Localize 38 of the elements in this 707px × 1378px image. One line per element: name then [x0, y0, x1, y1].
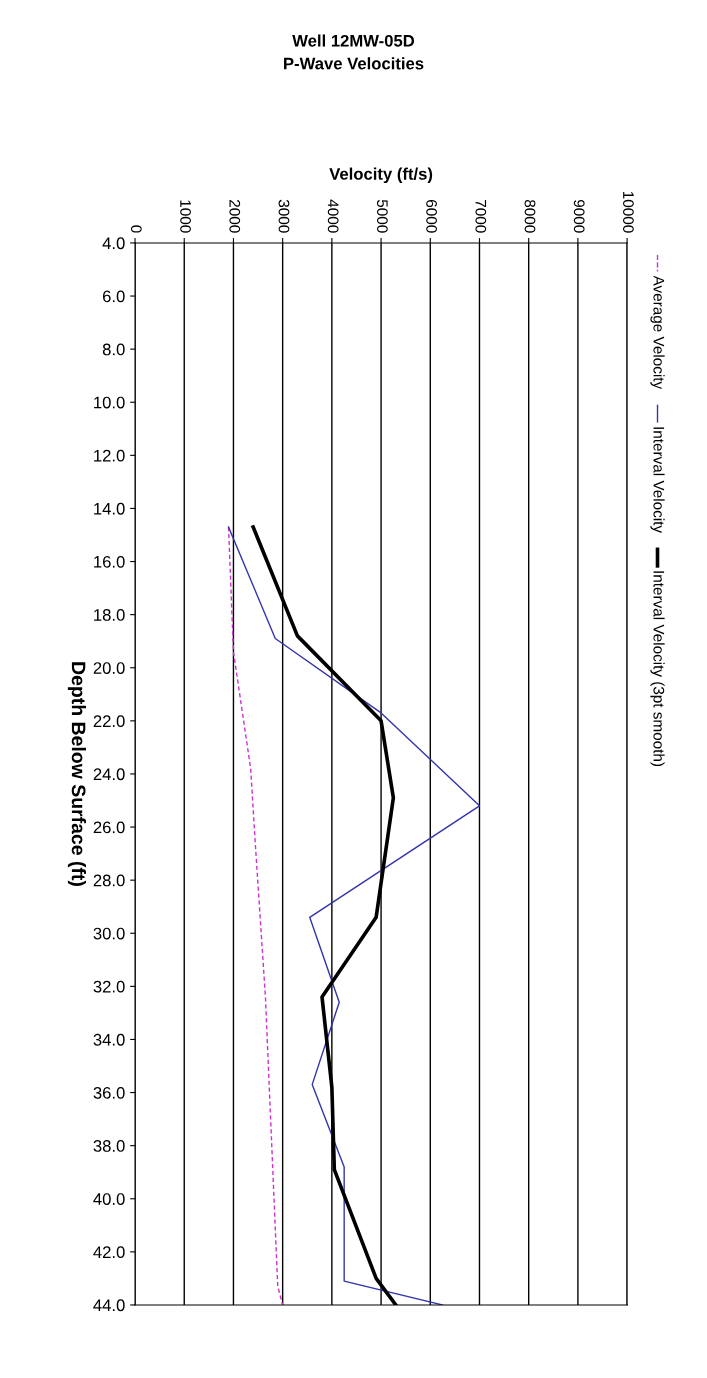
- legend-label: Average Velocity: [650, 275, 665, 390]
- x-axis-title: Velocity (ft/s): [329, 167, 433, 184]
- y-tick-label: 42.0: [93, 1246, 125, 1259]
- legend-label: Interval Velocity: [650, 427, 665, 534]
- y-tick-label: 6.0: [102, 290, 125, 303]
- y-tick-label: 28.0: [93, 874, 125, 887]
- y-tick-label: 38.0: [93, 1140, 125, 1152]
- y-tick-label: 26.0: [93, 821, 125, 834]
- x-tick-label: 0: [130, 225, 142, 233]
- x-tick-label: 4000: [327, 199, 339, 233]
- x-tick-label: 5000: [376, 199, 388, 233]
- y-tick-label: 12.0: [94, 449, 125, 462]
- y-tick-label: 40.0: [93, 1193, 125, 1205]
- y-tick-label: 10.0: [94, 396, 125, 409]
- legend-label: Interval Velocity (3pt smooth): [650, 571, 665, 767]
- x-tick-label: 10000: [623, 191, 634, 233]
- chart-title: Well 12MW-05D P-Wave Velocities: [284, 34, 424, 70]
- y-tick-label: 4.0: [102, 237, 125, 250]
- y-tick-label: 14.0: [94, 502, 125, 515]
- x-tick-label: 9000: [573, 199, 585, 233]
- x-tick-label: 2000: [229, 200, 241, 233]
- y-axis-title: Depth Below Surface (ft): [67, 662, 87, 886]
- y-tick-label: 36.0: [93, 1086, 125, 1099]
- y-tick-label: 16.0: [94, 555, 125, 568]
- y-tick-label: 34.0: [93, 1033, 125, 1046]
- y-tick-label: 24.0: [93, 768, 125, 781]
- x-tick-label: 6000: [426, 200, 437, 233]
- x-tick-label: 7000: [475, 200, 487, 233]
- y-tick-label: 44.0: [93, 1299, 125, 1312]
- y-tick-label: 32.0: [93, 980, 125, 993]
- x-tick-label: 8000: [524, 199, 536, 233]
- y-tick-label: 22.0: [93, 715, 125, 728]
- x-tick-label: 1000: [180, 200, 191, 233]
- y-tick-label: 30.0: [93, 927, 125, 940]
- y-tick-label: 8.0: [102, 343, 125, 356]
- y-tick-label: 20.0: [93, 662, 125, 674]
- x-tick-label: 3000: [278, 199, 290, 233]
- y-tick-label: 18.0: [94, 609, 125, 621]
